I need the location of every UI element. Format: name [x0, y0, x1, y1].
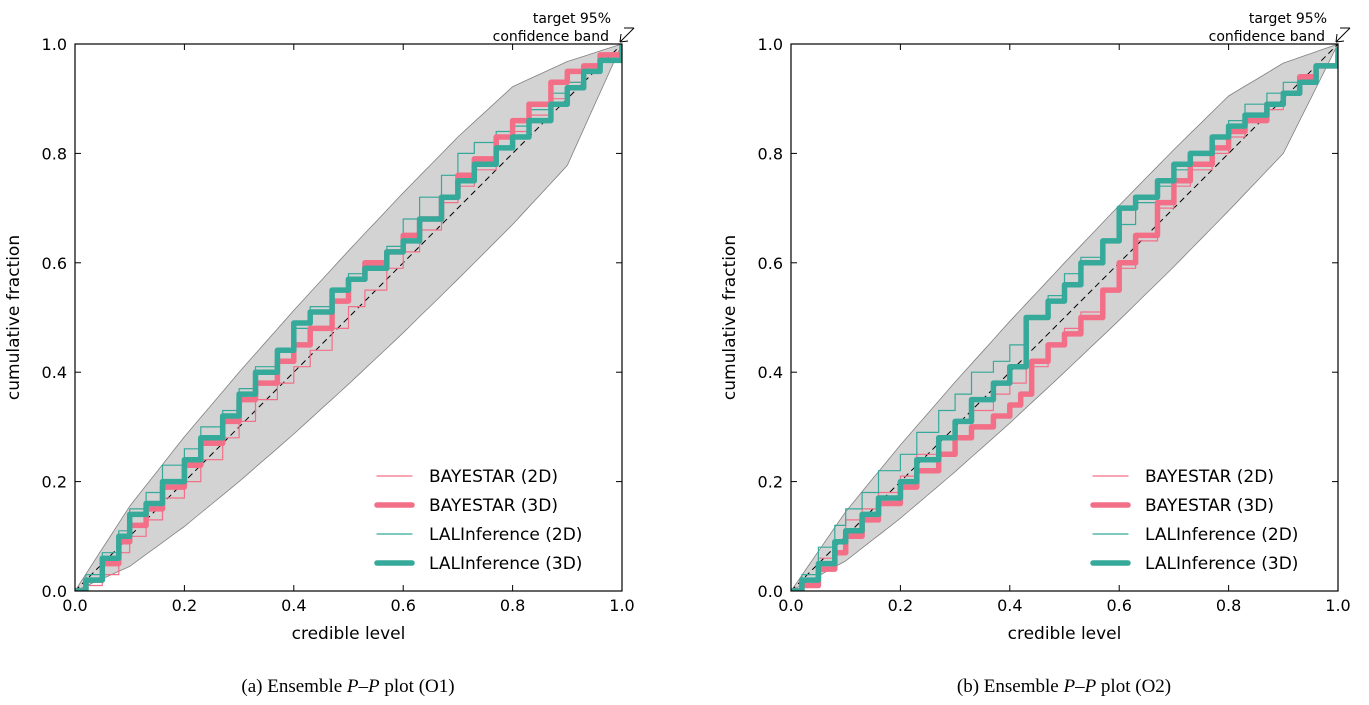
y-tick-label: 0.4: [42, 363, 67, 382]
caption-a-math: P–P: [346, 676, 380, 697]
legend-label: BAYESTAR (3D): [1145, 496, 1274, 516]
caption-a-prefix: (a) Ensemble: [241, 676, 347, 697]
series-group: [791, 46, 1338, 591]
confidence-band-upper-edge: [74, 43, 623, 592]
x-tick-label: 0.4: [281, 596, 306, 615]
annotation-line-2: confidence band: [493, 29, 609, 45]
annotation-arrow-head: [619, 33, 629, 43]
plot-frame: [74, 43, 623, 592]
legend-label: LALInference (3D): [1145, 554, 1298, 574]
diagonal-reference-line: [790, 43, 1339, 592]
x-axis-label: credible level: [292, 624, 406, 644]
caption-b-prefix: (b) Ensemble: [956, 676, 1064, 697]
y-tick-label: 1.0: [42, 35, 67, 54]
caption-b-math: P–P: [1063, 676, 1097, 697]
y-tick-label: 0.6: [758, 254, 783, 273]
caption-b-suffix: plot (O2): [1096, 676, 1172, 697]
annotation-line-1: target 95%: [533, 11, 611, 27]
series-line-bayestar-3d: [75, 44, 622, 591]
x-tick-label: 0.0: [62, 596, 87, 615]
series-group: [75, 44, 622, 591]
y-tick-label: 0.2: [758, 473, 783, 492]
x-axis-label: credible level: [1008, 624, 1122, 644]
x-tick-label: 0.2: [172, 596, 197, 615]
annotation-arrow-shaft: [1335, 27, 1351, 43]
annotation-arrow-head: [1335, 33, 1345, 43]
x-tick-label: 0.2: [888, 596, 913, 615]
y-tick-label: 0.6: [42, 254, 67, 273]
legend-label: LALInference (3D): [429, 554, 582, 574]
y-tick-label: 0.0: [758, 582, 783, 601]
y-tick-label: 0.8: [42, 144, 67, 163]
y-axis-label: cumulative fraction: [4, 235, 24, 400]
x-tick-label: 0.4: [997, 596, 1022, 615]
chart-panel-0: 0.0 0.2 0.4 0.6 0.8 1.0 0.0 0.2 0.4 0.6 0.8 1.0 cred…: [4, 11, 635, 644]
confidence-band-lower-edge: [74, 43, 623, 592]
confidence-band-upper-edge: [790, 43, 1339, 592]
annotation-line-1: target 95%: [1249, 11, 1327, 27]
y-tick-label: 0.0: [42, 582, 67, 601]
y-tick-label: 0.2: [42, 473, 67, 492]
chart-panel-1: 0.0 0.2 0.4 0.6 0.8 1.0 0.0 0.2 0.4 0.6 0.8 1.0 cred…: [720, 11, 1351, 644]
x-tick-label: 0.8: [1216, 596, 1241, 615]
x-tick-label: 1.0: [1325, 596, 1350, 615]
series-line-lalinference-3d: [791, 46, 1338, 591]
legend-label: BAYESTAR (2D): [429, 467, 558, 487]
confidence-band-lower-edge: [790, 43, 1339, 592]
caption-a-suffix: plot (O1): [379, 676, 455, 697]
plot-frame: [790, 43, 1339, 592]
y-tick-label: 0.4: [758, 363, 783, 382]
x-tick-label: 0.0: [778, 596, 803, 615]
legend-label: LALInference (2D): [1145, 525, 1298, 545]
caption-b: (b) Ensemble P–P plot (O2): [957, 676, 1171, 698]
y-axis-label: cumulative fraction: [720, 235, 740, 400]
annotation-arrow-shaft: [619, 27, 635, 43]
series-line-lalinference-3d: [75, 44, 622, 591]
y-tick-label: 1.0: [758, 35, 783, 54]
x-tick-label: 0.6: [1106, 596, 1131, 615]
annotation-line-2: confidence band: [1209, 29, 1325, 45]
x-tick-label: 0.6: [390, 596, 415, 615]
caption-a: (a) Ensemble P–P plot (O1): [241, 676, 454, 698]
legend-label: BAYESTAR (3D): [429, 496, 558, 516]
y-tick-label: 0.8: [758, 144, 783, 163]
x-tick-label: 0.8: [500, 596, 525, 615]
x-tick-label: 1.0: [609, 596, 634, 615]
legend-label: BAYESTAR (2D): [1145, 467, 1274, 487]
legend-label: LALInference (2D): [429, 525, 582, 545]
